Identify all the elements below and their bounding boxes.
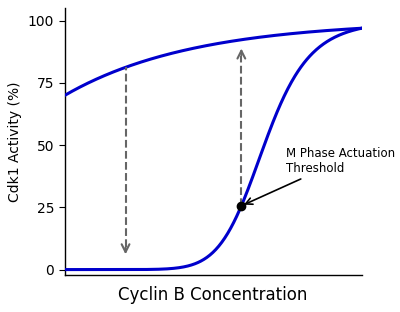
Text: M Phase Actuation
Threshold: M Phase Actuation Threshold	[246, 147, 395, 204]
Y-axis label: Cdk1 Activity (%): Cdk1 Activity (%)	[8, 81, 22, 202]
X-axis label: Cyclin B Concentration: Cyclin B Concentration	[118, 286, 308, 304]
